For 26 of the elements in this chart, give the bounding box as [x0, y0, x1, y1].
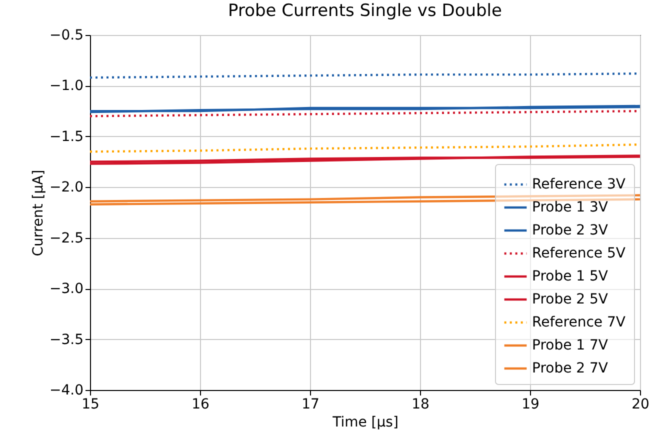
legend-label: Probe 2 3V — [532, 222, 608, 238]
y-tick-label: −1.5 — [50, 128, 84, 145]
legend-label: Probe 1 7V — [532, 338, 608, 354]
x-tick-label: 19 — [522, 396, 540, 412]
y-axis-title: Current [µA] — [30, 170, 47, 256]
legend-label: Probe 1 5V — [532, 268, 608, 284]
x-tick-label: 18 — [412, 396, 430, 412]
legend-label: Probe 1 3V — [532, 200, 608, 216]
y-tick-label: −3.0 — [50, 281, 84, 298]
y-tick-label: −2.5 — [50, 230, 84, 246]
legend-label: Probe 2 5V — [532, 292, 608, 308]
x-axis-title: Time [µs] — [332, 414, 398, 430]
legend-label: Reference 7V — [532, 314, 626, 330]
x-tick-label: 15 — [82, 396, 100, 412]
y-tick-label: −0.5 — [50, 28, 84, 44]
legend-label: Probe 2 7V — [532, 360, 608, 376]
chart-title: Probe Currents Single vs Double — [228, 1, 502, 21]
legend-label: Reference 3V — [532, 176, 626, 192]
y-tick-label: −1.0 — [50, 78, 84, 94]
y-tick-label: −3.5 — [50, 332, 84, 348]
x-tick-label: 16 — [192, 396, 210, 412]
y-tick-label: −2.0 — [50, 180, 84, 196]
x-tick-label: 20 — [632, 396, 650, 412]
y-tick-label: −4.0 — [50, 382, 84, 398]
legend-label: Reference 5V — [532, 246, 626, 262]
x-tick-label: 17 — [302, 396, 320, 412]
